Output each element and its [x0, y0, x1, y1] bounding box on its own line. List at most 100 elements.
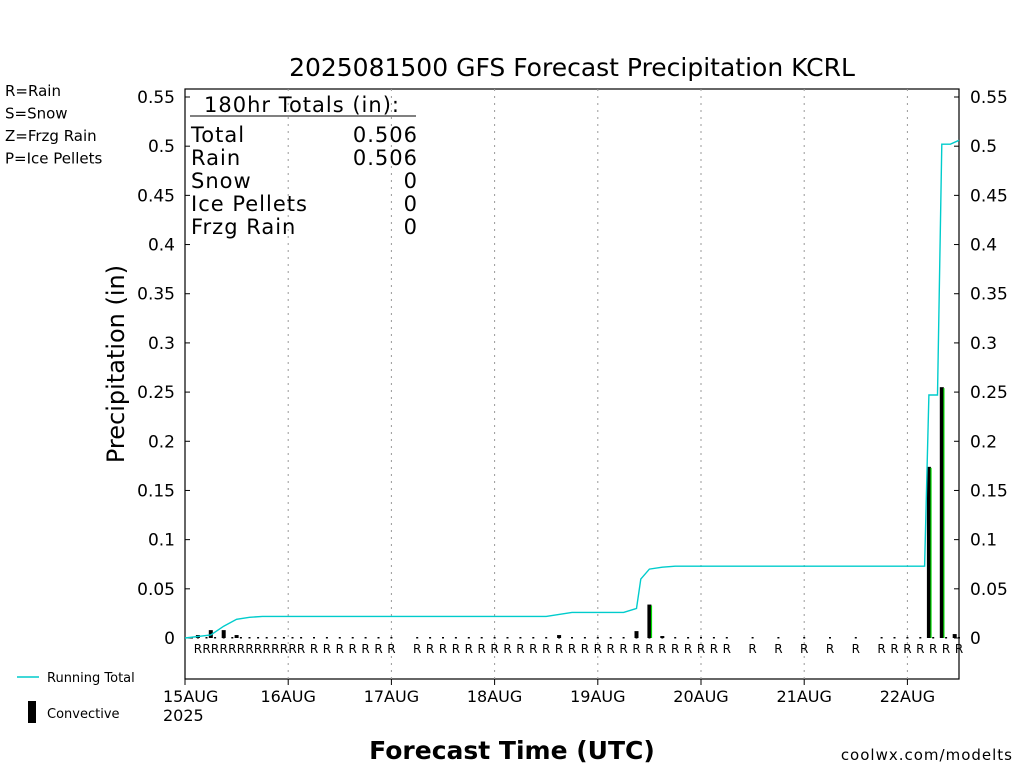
y-axis-right: 0 0.05 0.1 0.15 0.2 0.25 0.3 0.35 0.4 0.45 0.5 0.55 — [954, 88, 1008, 649]
rain-marker: R — [297, 642, 305, 656]
rain-marker: R — [555, 642, 563, 656]
credit-link[interactable]: coolwx.com/modelts — [841, 746, 1013, 764]
y-tick-label-right: 0.05 — [970, 580, 1008, 600]
rain-marker: R — [903, 642, 911, 656]
legend-label-convective: Convective — [47, 707, 120, 722]
precip-type-legend-item: R=Rain — [5, 82, 61, 100]
y-tick-label-left: 0.45 — [137, 186, 175, 206]
trace-bar — [558, 637, 561, 639]
trace-bar — [906, 637, 909, 639]
y-tick-label-right: 0.55 — [970, 88, 1008, 108]
trace-bar — [958, 637, 960, 639]
trace-bar — [506, 637, 509, 639]
y-tick-label-right: 0.2 — [970, 432, 997, 452]
trace-bar — [282, 637, 285, 639]
trace-bar — [725, 637, 728, 639]
rain-marker: R — [581, 642, 589, 656]
trace-bar — [265, 637, 268, 639]
trace-bar — [274, 637, 277, 639]
rain-bar-edge — [930, 467, 932, 638]
y-tick-label-right: 0.45 — [970, 186, 1008, 206]
trace-bar — [239, 637, 242, 639]
trace-bar — [467, 637, 470, 639]
y-axis-left: 0 0.05 0.1 0.15 0.2 0.25 0.3 0.35 0.4 0.45 0.5 0.55 — [137, 88, 193, 649]
x-axis: 15AUG 16AUG 17AUG 18AUG 19AUG 20AUG 21AUG 22AUG… — [163, 679, 935, 725]
y-tick-label-right: 0.35 — [970, 285, 1008, 305]
running-total-line — [184, 139, 960, 639]
trace-bar — [751, 637, 754, 639]
rain-marker: R — [697, 642, 705, 656]
convective-bar — [208, 630, 213, 638]
y-tick-label-right: 0.1 — [970, 531, 997, 551]
trace-bar — [803, 637, 806, 639]
y-tick-label-right: 0.4 — [970, 236, 997, 256]
trace-bar — [416, 637, 419, 639]
rain-marker: R — [323, 642, 331, 656]
rain-marker: R — [280, 642, 288, 656]
y-tick-label-left: 0.15 — [137, 481, 175, 501]
trace-bar — [545, 637, 548, 639]
rain-marker: R — [490, 642, 498, 656]
trace-bar — [214, 637, 217, 639]
rain-marker: R — [568, 642, 576, 656]
x-tick-label: 22AUG — [880, 687, 935, 706]
rain-marker: R — [877, 642, 885, 656]
trace-bar — [919, 637, 922, 639]
rain-marker: R — [929, 642, 937, 656]
rain-marker: R — [288, 642, 296, 656]
rain-marker: R — [607, 642, 615, 656]
x-tick-label: 18AUG — [467, 687, 522, 706]
rain-marker: R — [890, 642, 898, 656]
y-tick-label-right: 0.25 — [970, 383, 1008, 403]
totals-box: 180hr Totals (in): Total 0.506 Rain 0.506 Sno… — [190, 93, 418, 239]
rain-marker: R — [310, 642, 318, 656]
x-axis-label: Forecast Time (UTC) — [369, 736, 655, 765]
convective-bar — [557, 635, 562, 638]
legend-swatch-convective — [28, 701, 36, 723]
trace-bar — [712, 637, 715, 639]
trace-bar — [674, 637, 677, 639]
totals-row-value: 0 — [404, 215, 418, 239]
rain-marker: R — [237, 642, 245, 656]
y-tick-label-left: 0.3 — [148, 334, 175, 354]
totals-row-label: Frzg Rain — [191, 215, 296, 239]
trace-bar — [248, 637, 251, 639]
rain-marker: R — [452, 642, 460, 656]
trace-bar — [493, 637, 496, 639]
rain-marker: R — [826, 642, 834, 656]
rain-marker: R — [852, 642, 860, 656]
trace-bar — [442, 637, 444, 639]
rain-marker: R — [263, 642, 271, 656]
rain-marker: R — [671, 642, 679, 656]
rain-marker: R — [723, 642, 731, 656]
rain-marker: R — [800, 642, 808, 656]
x-tick-label: 21AUG — [776, 687, 831, 706]
trace-bar — [571, 637, 573, 639]
trace-bar — [257, 637, 260, 639]
trace-bar — [932, 637, 935, 639]
trace-bar — [596, 637, 599, 639]
trace-bar — [222, 637, 225, 639]
y-tick-label-right: 0.3 — [970, 334, 997, 354]
precip-type-legend-item: S=Snow — [5, 105, 68, 123]
y-tick-label-left: 0.5 — [148, 137, 175, 157]
trace-bar — [609, 637, 612, 639]
rain-marker: R — [387, 642, 395, 656]
trace-bar — [325, 637, 328, 639]
rain-marker: R — [658, 642, 666, 656]
x-tick-label: 15AUG — [163, 687, 218, 706]
trace-bar — [893, 637, 896, 639]
rain-marker: R — [271, 642, 279, 656]
rain-marker: R — [374, 642, 382, 656]
trace-bar — [635, 637, 638, 639]
y-tick-label-left: 0.55 — [137, 88, 175, 108]
rain-bar-edge — [943, 388, 945, 638]
totals-row-label: Snow — [191, 169, 252, 193]
trace-bar — [519, 637, 522, 639]
x-tick-label: 16AUG — [260, 687, 315, 706]
rain-marker: R — [684, 642, 692, 656]
totals-heading: 180hr Totals (in): — [204, 93, 400, 117]
y-tick-label-right: 0.15 — [970, 481, 1008, 501]
